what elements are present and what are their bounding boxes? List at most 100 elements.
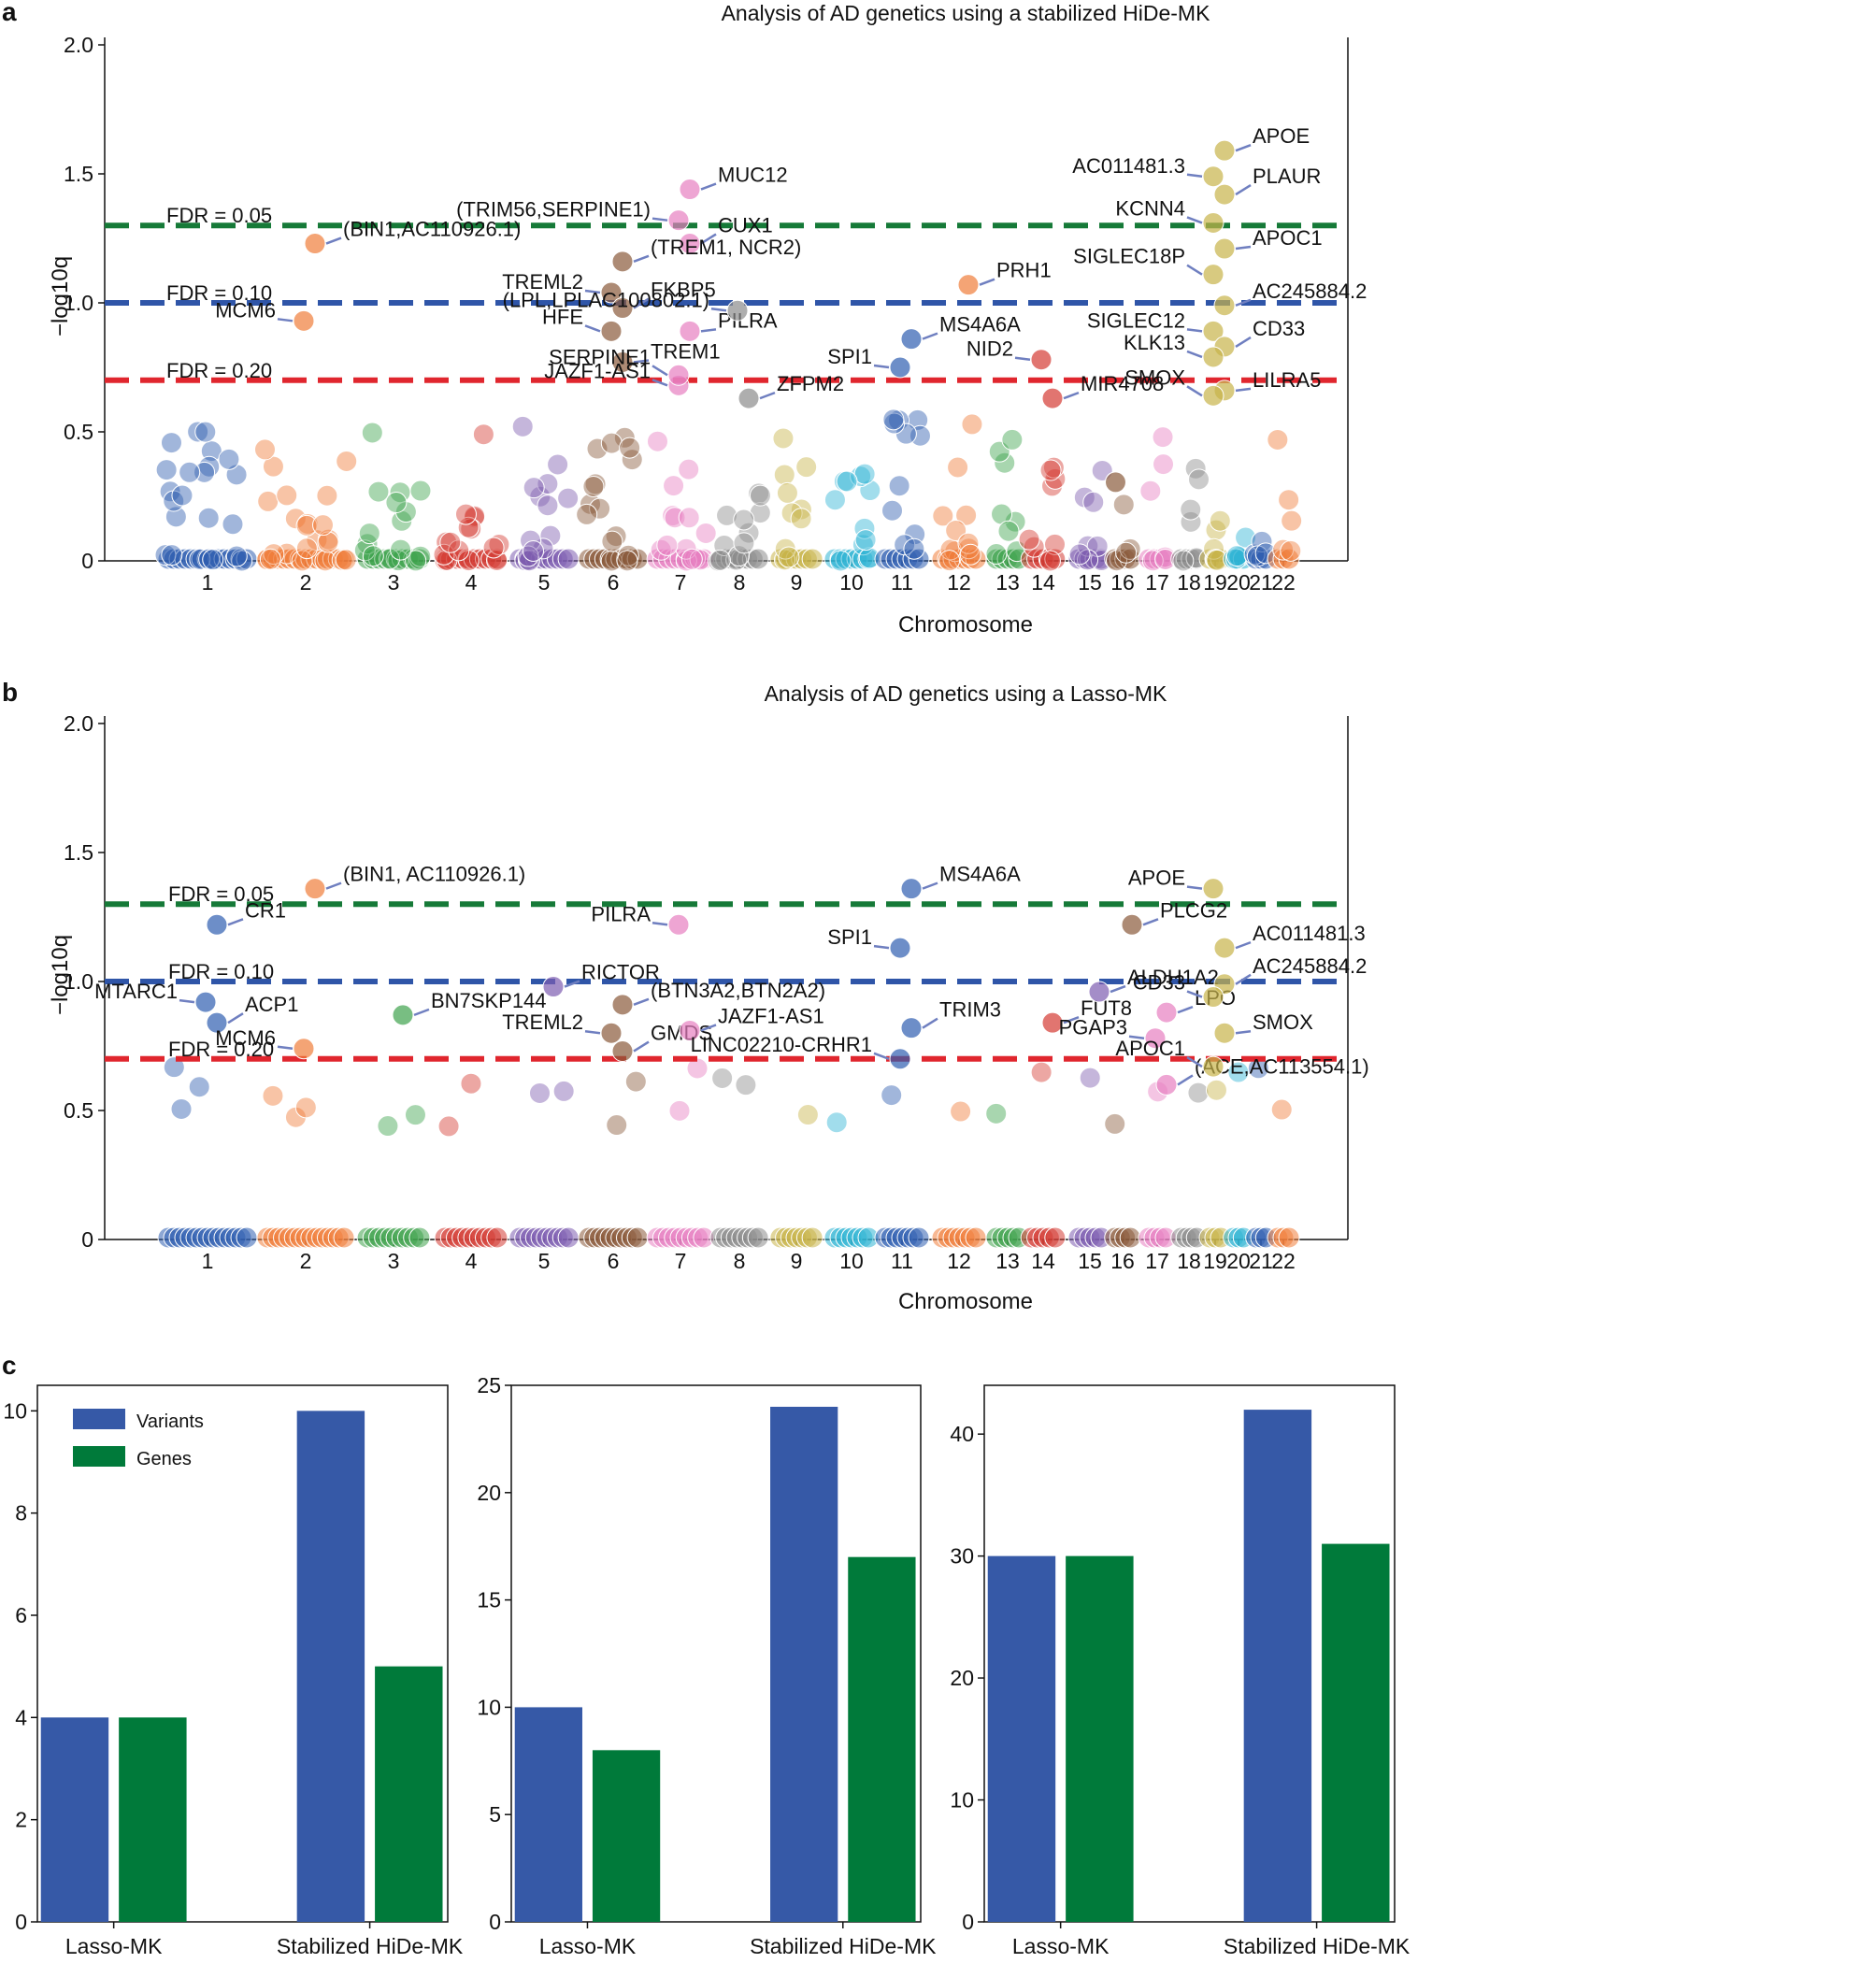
y-tick-label: 2.0 — [64, 33, 93, 57]
annotated-point — [1041, 1011, 1064, 1034]
data-point — [222, 513, 244, 536]
gene-label: MIR4708 — [1081, 372, 1164, 395]
gene-label: SIGLEC12 — [1087, 308, 1185, 332]
annotated-point — [1121, 913, 1143, 936]
gene-label: CUX1 — [718, 214, 773, 237]
data-point — [947, 456, 969, 479]
annotated-point — [1202, 165, 1224, 188]
gene-label: RICTOR — [581, 961, 660, 984]
x-tick-label: 12 — [947, 570, 971, 595]
data-point — [486, 1226, 508, 1249]
label-arrow — [700, 233, 717, 245]
data-point — [711, 1067, 734, 1089]
label-arrow — [652, 379, 668, 387]
fdr-threshold-label: FDR = 0.20 — [166, 359, 272, 382]
y-tick-label: 20 — [477, 1481, 501, 1505]
data-point — [773, 549, 795, 571]
plot-frame — [983, 1384, 1396, 1923]
annotated-point — [679, 320, 701, 342]
annotated-point — [1202, 264, 1224, 286]
x-tick-label: 10 — [839, 570, 864, 595]
data-point — [284, 508, 307, 530]
label-arrow — [700, 182, 717, 191]
data-point — [663, 475, 685, 497]
gene-label: APOC1 — [1115, 1037, 1185, 1060]
annotated-point — [611, 351, 634, 373]
data-point — [796, 1104, 819, 1126]
annotated-point — [1213, 1022, 1236, 1044]
y-tick-label: 0 — [489, 1910, 501, 1934]
data-point — [294, 1096, 317, 1119]
y-tick-label: 8 — [15, 1501, 27, 1526]
x-tick-label: 21 — [1249, 570, 1273, 595]
x-tick-label: 7 — [675, 1249, 687, 1273]
annotated-point — [293, 309, 315, 332]
data-point — [678, 507, 700, 529]
gene-label: (LPL,LPLAC100802.1) — [503, 288, 709, 311]
data-point — [1209, 509, 1231, 532]
bar-genes — [592, 1750, 661, 1922]
data-point — [155, 459, 178, 481]
y-tick-label: 30 — [950, 1544, 974, 1569]
gene-label: PILRA — [591, 902, 651, 925]
x-tick-label: 18 — [1177, 570, 1201, 595]
gene-label: SMOX — [1253, 1010, 1313, 1034]
y-tick-label: 0.5 — [64, 420, 93, 444]
label-arrow — [1235, 387, 1252, 393]
data-point — [1044, 1226, 1067, 1249]
data-point — [695, 522, 717, 544]
data-point — [317, 531, 339, 553]
data-point — [1278, 1226, 1300, 1249]
label-arrow — [1235, 143, 1252, 152]
x-tick-label: 15 — [1078, 570, 1102, 595]
plot-title-a: Analysis of AD genetics using a stabiliz… — [722, 1, 1211, 25]
data-point — [801, 548, 823, 570]
gene-label: SPI1 — [827, 925, 872, 949]
data-point — [1018, 528, 1040, 551]
gene-label: FKBP5 — [651, 279, 716, 302]
data-point — [1030, 1061, 1053, 1083]
data-point — [1205, 1079, 1227, 1101]
label-arrow — [700, 328, 717, 333]
label-arrow — [1186, 264, 1203, 276]
x-tick-label: 17 — [1145, 570, 1169, 595]
data-point — [616, 550, 638, 572]
x-tick-label: Stabilized HiDe-MK — [750, 1934, 937, 1958]
data-point — [439, 531, 462, 553]
y-tick-label: 6 — [15, 1603, 27, 1627]
gene-label: APOE — [1128, 867, 1185, 890]
gene-label: HFE — [542, 305, 583, 328]
data-point — [853, 517, 876, 539]
data-point — [1235, 526, 1257, 549]
annotated-point — [1144, 1027, 1167, 1050]
bar-variants — [1243, 1410, 1312, 1922]
label-arrow — [873, 364, 890, 369]
gene-label: SMOX — [1124, 365, 1185, 389]
plot-title-b: Analysis of AD genetics using a Lasso-MK — [765, 681, 1167, 706]
data-point — [1180, 510, 1202, 533]
data-point — [795, 456, 818, 479]
panel-letter-c: c — [2, 1351, 17, 1380]
gene-label: AC245884.2 — [1253, 954, 1367, 978]
label-arrow — [413, 1008, 430, 1017]
annotated-point — [542, 976, 565, 998]
x-tick-label: 8 — [734, 570, 746, 595]
data-point — [557, 487, 580, 509]
data-point — [557, 1226, 580, 1249]
data-point — [161, 544, 183, 566]
data-point — [486, 549, 508, 571]
x-tick-label: 16 — [1110, 1249, 1135, 1273]
label-arrow — [564, 980, 580, 988]
point-cloud — [157, 1056, 1300, 1249]
gene-label: KCNN4 — [1115, 196, 1185, 220]
gene-label: MS4A6A — [939, 313, 1021, 337]
annotated-point — [1213, 183, 1236, 206]
data-point — [189, 548, 211, 570]
data-point — [647, 430, 669, 452]
gene-label: CD33 — [1133, 971, 1185, 995]
x-tick-label: 16 — [1110, 570, 1135, 595]
gene-label: NID2 — [967, 337, 1013, 361]
x-tick-label: 14 — [1031, 1249, 1055, 1273]
data-point — [733, 532, 755, 554]
annotated-point — [667, 913, 690, 936]
